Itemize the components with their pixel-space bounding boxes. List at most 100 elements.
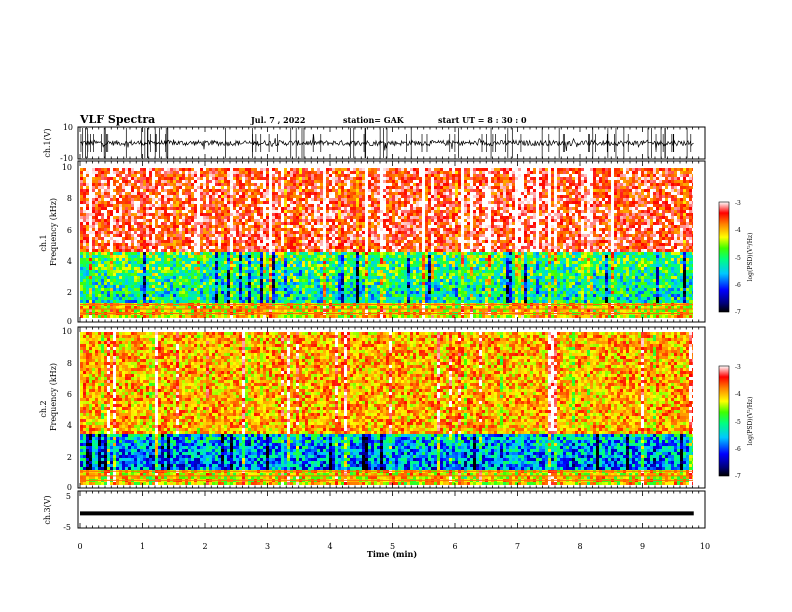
ch1-spectrogram-cell bbox=[320, 216, 324, 220]
ch1-spectrogram-cell bbox=[209, 222, 213, 226]
ch1-spectrogram-cell bbox=[143, 309, 147, 313]
ch1-spectrogram-cell bbox=[203, 285, 207, 289]
ch1-spectrogram-cell bbox=[371, 258, 375, 262]
ch1-spectrogram-cell bbox=[191, 249, 195, 253]
ch1-spectrogram-cell bbox=[170, 180, 174, 184]
ch1-spectrogram-cell bbox=[278, 300, 282, 304]
ch1-spectrogram-cell bbox=[287, 174, 291, 178]
ch1-spectrogram-cell bbox=[245, 201, 249, 205]
ch1-spectrogram-cell bbox=[131, 192, 135, 196]
ch1-spectrogram-cell bbox=[173, 267, 177, 271]
ch1-spectrogram-cell bbox=[182, 237, 186, 241]
ch1-spectrogram-cell bbox=[299, 309, 303, 313]
ch1-spectrogram-cell bbox=[200, 249, 204, 253]
ch1-spectrogram-cell bbox=[308, 168, 312, 172]
ch1-spectrogram-cell bbox=[182, 273, 186, 277]
ch1-spectrogram-cell bbox=[131, 207, 135, 211]
ch1-spectrogram-cell bbox=[140, 228, 144, 232]
ch1-spectrogram-cell bbox=[230, 249, 234, 253]
ch1-spectrogram-cell bbox=[284, 279, 288, 283]
ch1-spectrogram-cell bbox=[266, 168, 270, 172]
ch1-spectrogram-cell bbox=[173, 288, 177, 292]
ch1-spectrogram-cell bbox=[134, 174, 138, 178]
ch1-spectrogram-cell bbox=[134, 168, 138, 172]
ch1-spectrogram-cell bbox=[278, 216, 282, 220]
ch1-spectrogram-cell bbox=[335, 252, 339, 256]
ch1-spectrogram-cell bbox=[191, 255, 195, 259]
ch1-spectrogram-cell bbox=[107, 234, 111, 238]
ch1-spectrogram-cell bbox=[317, 255, 321, 259]
ch1-spectrogram-cell bbox=[149, 183, 153, 187]
ch1-spectrogram-cell bbox=[212, 171, 216, 175]
ch1-spectrogram-cell bbox=[203, 189, 207, 193]
ch1-spectrogram-cell bbox=[194, 234, 198, 238]
ch1-spectrogram-cell bbox=[173, 264, 177, 268]
ch1-spectrogram-cell bbox=[116, 270, 120, 274]
ch1-spectrogram-cell bbox=[197, 309, 201, 313]
ch1-spectrogram-cell bbox=[311, 180, 315, 184]
ch1-spectrogram-cell bbox=[140, 192, 144, 196]
ch1-spectrogram-cell bbox=[161, 222, 165, 226]
ch1-spectrogram-cell bbox=[257, 225, 261, 229]
ch1-spectrogram-cell bbox=[170, 264, 174, 268]
ch1-spectrogram-cell bbox=[185, 198, 189, 202]
ch1-spectrogram-cell bbox=[164, 285, 168, 289]
ch1-spectrogram-cell bbox=[146, 171, 150, 175]
ch1-spectrogram-cell bbox=[86, 204, 90, 208]
ch1-spectrogram-cell bbox=[344, 315, 348, 318]
ch1-spectrogram-cell bbox=[188, 213, 192, 217]
ch1-spectrogram-cell bbox=[113, 315, 117, 318]
ch1-spectrogram-cell bbox=[182, 177, 186, 181]
ch1-spectrogram-cell bbox=[248, 306, 252, 310]
ch1-spectrogram-cell bbox=[323, 240, 327, 244]
ch1-spectrogram-cell bbox=[347, 267, 351, 271]
ch1-spectrogram-cell bbox=[227, 180, 231, 184]
ch1-spectrogram-cell bbox=[221, 300, 225, 304]
ch1-spectrogram-cell bbox=[266, 210, 270, 214]
ch1-spectrogram-cell bbox=[179, 273, 183, 277]
ch1-spectrogram-cell bbox=[149, 219, 153, 223]
ch1-spectrogram-cell bbox=[350, 264, 354, 268]
ch1-spectrogram-cell bbox=[347, 228, 351, 232]
ch1-spectrogram-cell bbox=[299, 231, 303, 235]
ch1-spectrogram-cell bbox=[218, 189, 222, 193]
ch1-spectrogram-cell bbox=[107, 297, 111, 301]
ch1-spectrogram-cell bbox=[350, 171, 354, 175]
ch1-spectrogram-cell bbox=[209, 216, 213, 220]
ch1-spectrogram-cell bbox=[341, 195, 345, 199]
ch1-spectrogram-cell bbox=[314, 174, 318, 178]
ch1-spectrogram-cell bbox=[224, 255, 228, 259]
ch1-spectrogram-cell bbox=[266, 288, 270, 292]
ch1-spectrogram-cell bbox=[203, 255, 207, 259]
ch1-spectrogram-cell bbox=[263, 204, 267, 208]
ch1-spectrogram-cell bbox=[281, 168, 285, 172]
ch1-spectrogram-cell bbox=[278, 249, 282, 253]
ch1-spectrogram-cell bbox=[113, 243, 117, 247]
ch1-spectrogram-cell bbox=[110, 237, 114, 241]
ch1-spectrogram-cell bbox=[200, 225, 204, 229]
ch1-spectrogram-cell bbox=[182, 216, 186, 220]
ch1-spectrogram-cell bbox=[305, 279, 309, 283]
ch1-spectrogram-cell bbox=[269, 198, 273, 202]
ch1-spectrogram-cell bbox=[149, 285, 153, 289]
ch1-spectrogram-cell bbox=[206, 192, 210, 196]
ch1-spectrogram-cell bbox=[257, 183, 261, 187]
ch1-spectrogram-cell bbox=[128, 270, 132, 274]
ch1-spectrogram-cell bbox=[164, 225, 168, 229]
ch1-spectrogram-cell bbox=[281, 273, 285, 277]
ch1-spectrogram-cell bbox=[128, 189, 132, 193]
ch1-spectrogram-cell bbox=[131, 306, 135, 310]
ch1-spectrogram-cell bbox=[92, 297, 96, 301]
ch1-spectrogram-cell bbox=[269, 297, 273, 301]
ch1-spectrogram-cell bbox=[314, 249, 318, 253]
ch1-spectrogram-cell bbox=[278, 210, 282, 214]
ch1-spectrogram-cell bbox=[323, 186, 327, 190]
ch1-spectrogram-cell bbox=[170, 213, 174, 217]
ch1-spectrogram-cell bbox=[302, 273, 306, 277]
ch1-spectrogram-cell bbox=[338, 291, 342, 295]
ch1-spectrogram-cell bbox=[110, 297, 114, 301]
ch1-spectrogram-cell bbox=[197, 288, 201, 292]
ch1-spectrogram-cell bbox=[173, 174, 177, 178]
ch1-spectrogram-cell bbox=[191, 309, 195, 313]
ch1-spectrogram-cell bbox=[335, 276, 339, 280]
